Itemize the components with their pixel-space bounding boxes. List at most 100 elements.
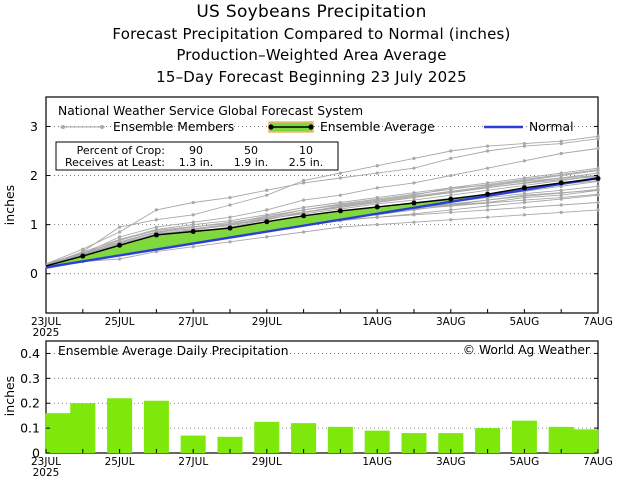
ensemble-member-line bbox=[45, 169, 599, 266]
daily-xtick-label: 5AUG bbox=[510, 456, 540, 468]
daily-ytick-label: 0.1 bbox=[20, 421, 40, 436]
ensemble-member-point bbox=[338, 171, 342, 175]
ensemble-member-point bbox=[412, 220, 416, 224]
ensemble-member-point bbox=[522, 200, 527, 205]
ensemble-member-point bbox=[559, 196, 563, 200]
ensemble-member-point bbox=[302, 205, 306, 210]
ensemble-member-point bbox=[522, 198, 527, 202]
legend-member-dot bbox=[61, 125, 65, 129]
ensemble-member-point bbox=[338, 225, 342, 229]
ensemble-member-point bbox=[596, 208, 600, 212]
ensemble-member-point bbox=[559, 139, 563, 143]
daily-ylabel: inches bbox=[2, 376, 17, 416]
legend-average-dot bbox=[268, 124, 274, 130]
ensemble-member-point bbox=[375, 164, 379, 168]
ensemble-member-point bbox=[486, 188, 490, 192]
ensemble-member-point bbox=[191, 200, 195, 205]
percent-value-10: 10 bbox=[299, 144, 313, 157]
ensemble-average-point bbox=[448, 196, 454, 202]
ensemble-member-line bbox=[45, 135, 599, 267]
daily-bar bbox=[107, 398, 133, 453]
ensemble-average-point bbox=[227, 225, 233, 231]
copyright-credit: © World Ag Weather bbox=[463, 343, 591, 357]
percent-table-row2-label: Receives at Least: bbox=[65, 156, 165, 169]
chart-subtitle-1: Forecast Precipitation Compared to Norma… bbox=[112, 24, 511, 43]
daily-bar bbox=[291, 423, 317, 453]
chart-title: US Soybeans Precipitation bbox=[196, 2, 427, 22]
ensemble-member-point bbox=[486, 144, 490, 148]
ensemble-member-point bbox=[302, 198, 306, 202]
ensemble-member-point bbox=[486, 166, 490, 170]
cumulative-xtick-label: 27JUL bbox=[178, 316, 208, 328]
ensemble-member-point bbox=[154, 208, 158, 212]
daily-ytick-label: 0.4 bbox=[20, 346, 40, 361]
ensemble-member-point bbox=[228, 219, 232, 223]
ensemble-member-point bbox=[522, 192, 527, 196]
daily-bar bbox=[217, 436, 243, 453]
ensemble-member-point bbox=[118, 230, 122, 234]
ensemble-member-point bbox=[412, 212, 416, 216]
ensemble-member-point bbox=[522, 181, 527, 185]
ensemble-member-point bbox=[228, 215, 232, 219]
cumulative-ylabel: inches bbox=[2, 185, 17, 225]
ensemble-member-point bbox=[596, 146, 600, 151]
ensemble-member-point bbox=[486, 201, 490, 205]
daily-bar bbox=[364, 430, 390, 453]
daily-bar bbox=[180, 435, 206, 453]
ensemble-member-point bbox=[302, 178, 306, 183]
cumulative-xtick-year: 2025 bbox=[33, 327, 60, 339]
daily-xtick-label: 7AUG bbox=[583, 456, 613, 468]
legend-average-dot bbox=[308, 124, 314, 130]
daily-ytick-label: 0.3 bbox=[20, 371, 40, 386]
ensemble-average-point bbox=[558, 180, 564, 186]
ensemble-average-line bbox=[45, 177, 599, 267]
ensemble-member-point bbox=[338, 176, 342, 180]
percent-table-box bbox=[55, 141, 339, 171]
ensemble-member-point bbox=[559, 210, 563, 214]
daily-bar bbox=[438, 433, 464, 453]
ensemble-member-point bbox=[449, 156, 453, 160]
ensemble-member-point bbox=[228, 203, 232, 207]
ensemble-member-point bbox=[338, 202, 342, 206]
ensemble-member-point bbox=[118, 257, 122, 261]
ensemble-member-point bbox=[486, 198, 490, 202]
ensemble-member-point bbox=[596, 187, 600, 191]
ensemble-member-point bbox=[486, 215, 490, 219]
cumulative-xtick-label: 1AUG bbox=[362, 316, 392, 328]
ensemble-member-line bbox=[45, 167, 599, 265]
daily-bar bbox=[511, 420, 537, 453]
ensemble-member-point bbox=[449, 204, 453, 208]
percent-value-90: 90 bbox=[189, 144, 203, 157]
ensemble-member-point bbox=[559, 172, 563, 177]
daily-xtick-year: 2025 bbox=[33, 467, 60, 479]
ensemble-member-line bbox=[45, 138, 599, 265]
ensemble-member-point bbox=[522, 205, 527, 210]
ensemble-member-point bbox=[191, 213, 195, 217]
ensemble-member-point bbox=[375, 186, 379, 190]
ensemble-member-point bbox=[154, 225, 158, 229]
ensemble-member-line bbox=[45, 209, 599, 270]
ensemble-member-point bbox=[559, 142, 563, 146]
ensemble-average-point bbox=[264, 219, 270, 225]
daily-bar bbox=[475, 428, 501, 453]
ensemble-member-point bbox=[191, 220, 195, 224]
ensemble-member-point bbox=[596, 184, 600, 188]
ensemble-member-line bbox=[45, 170, 599, 265]
cumulative-xtick-label: 23JUL bbox=[31, 316, 61, 328]
daily-bar bbox=[327, 426, 353, 453]
cumulative-legend: Ensemble Members Ensemble Average Normal bbox=[60, 120, 574, 134]
ensemble-member-point bbox=[118, 238, 122, 242]
ensemble-average-point bbox=[374, 204, 380, 210]
ensemble-member-point bbox=[596, 171, 600, 175]
ensemble-member-point bbox=[522, 159, 527, 163]
daily-ytick-label: 0.2 bbox=[20, 396, 40, 411]
ensemble-member-line bbox=[45, 175, 599, 266]
daily-xtick-label: 23JUL bbox=[31, 456, 61, 468]
ensemble-average-point bbox=[521, 185, 527, 191]
ensemble-member-point bbox=[596, 168, 600, 172]
ensemble-member-point bbox=[522, 194, 527, 198]
ensemble-member-point bbox=[559, 177, 563, 182]
ensemble-member-point bbox=[265, 193, 269, 197]
